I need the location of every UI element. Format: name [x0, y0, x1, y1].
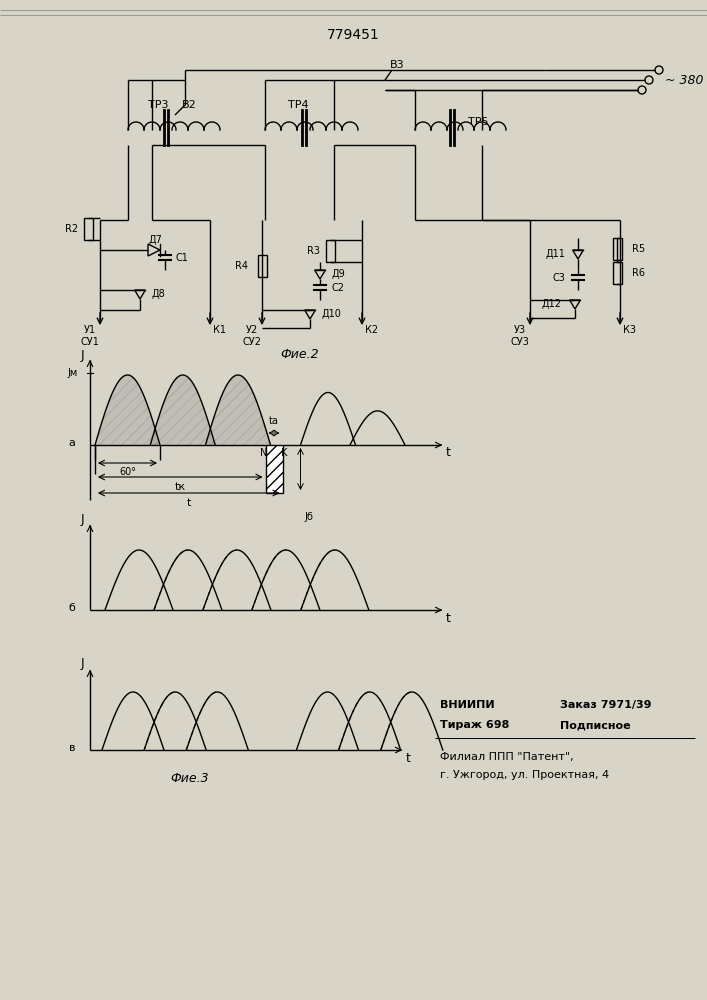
Text: Филиал ППП "Патент",: Филиал ППП "Патент",: [440, 752, 573, 762]
Bar: [325, 240, 334, 262]
Text: Фие.2: Фие.2: [281, 349, 320, 361]
Text: Д8: Д8: [152, 289, 165, 299]
Text: в: в: [69, 743, 75, 753]
Text: t: t: [406, 752, 411, 764]
Text: К3: К3: [624, 325, 636, 335]
Text: К2: К2: [366, 325, 378, 335]
Text: Д10: Д10: [322, 309, 342, 319]
Text: C1: C1: [175, 253, 188, 263]
Text: СУ3: СУ3: [510, 337, 530, 347]
Bar: [257, 255, 267, 277]
Text: R4: R4: [235, 261, 248, 271]
Bar: [612, 262, 621, 284]
Text: t: t: [187, 498, 191, 508]
Text: Фие.3: Фие.3: [170, 772, 209, 784]
Text: б: б: [69, 603, 76, 613]
Text: Д7: Д7: [148, 235, 162, 245]
Text: У2: У2: [246, 325, 258, 335]
Bar: [612, 238, 621, 260]
Text: ТР5: ТР5: [468, 117, 489, 127]
Text: Jб: Jб: [305, 512, 313, 522]
Text: У1: У1: [84, 325, 96, 335]
Text: tк: tк: [175, 482, 186, 492]
Text: Подписное: Подписное: [560, 720, 631, 730]
Text: J: J: [80, 349, 84, 361]
Text: ВНИИПИ: ВНИИПИ: [440, 700, 495, 710]
Text: ta: ta: [269, 416, 279, 426]
Text: J: J: [80, 658, 84, 670]
Text: ~ 380: ~ 380: [665, 74, 703, 87]
Text: У3: У3: [514, 325, 526, 335]
Text: N: N: [259, 448, 267, 458]
Text: В2: В2: [182, 100, 197, 110]
Text: ТР3: ТР3: [148, 100, 168, 110]
Text: R5: R5: [632, 244, 645, 254]
Text: В3: В3: [390, 60, 404, 70]
Text: R2: R2: [66, 224, 78, 234]
Text: Тираж 698: Тираж 698: [440, 720, 509, 730]
Text: J: J: [80, 514, 84, 526]
Text: Д9: Д9: [332, 269, 346, 279]
Text: a: a: [69, 438, 76, 448]
Text: СУ1: СУ1: [81, 337, 100, 347]
Text: Д12: Д12: [542, 299, 562, 309]
Text: R3: R3: [307, 246, 320, 256]
Text: ТР4: ТР4: [288, 100, 308, 110]
Text: Д11: Д11: [545, 249, 565, 259]
Text: С3: С3: [552, 273, 565, 283]
Text: г. Ужгород, ул. Проектная, 4: г. Ужгород, ул. Проектная, 4: [440, 770, 609, 780]
Text: Jм: Jм: [68, 368, 78, 378]
Text: t: t: [445, 611, 450, 624]
Text: Заказ 7971/39: Заказ 7971/39: [560, 700, 651, 710]
Text: СУ2: СУ2: [243, 337, 262, 347]
Text: К1: К1: [214, 325, 226, 335]
Text: R6: R6: [632, 268, 645, 278]
Text: 60°: 60°: [119, 467, 136, 477]
Text: t: t: [445, 446, 450, 460]
Bar: [83, 218, 93, 240]
Text: K: K: [281, 448, 288, 458]
Text: 779451: 779451: [327, 28, 380, 42]
Text: С2: С2: [332, 283, 345, 293]
